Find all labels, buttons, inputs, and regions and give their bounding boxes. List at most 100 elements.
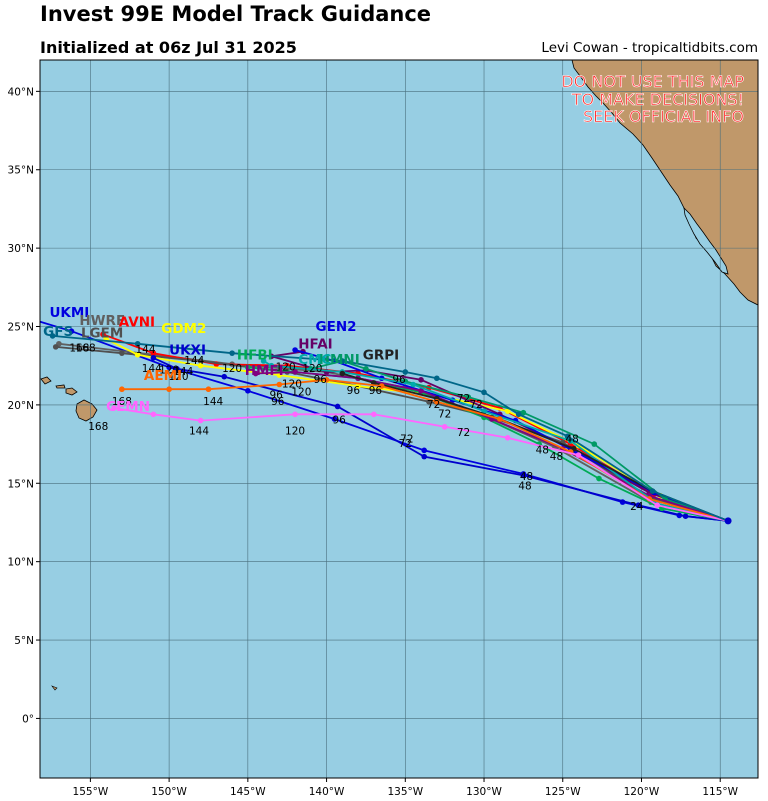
hour-label: 72 xyxy=(427,399,440,411)
track-point xyxy=(363,366,369,372)
hour-label: 144 xyxy=(142,363,162,375)
track-point xyxy=(481,389,487,396)
track-point xyxy=(119,386,125,393)
model-label-ukxi: UKXI xyxy=(169,343,206,359)
track-point xyxy=(649,488,656,494)
track-point xyxy=(339,358,346,364)
track-cemn xyxy=(113,407,729,522)
track-point xyxy=(654,502,661,509)
hour-label: 96 xyxy=(332,415,346,427)
lat-tick-label: 25°N xyxy=(8,322,34,334)
track-point xyxy=(134,340,141,347)
track-point xyxy=(323,377,330,383)
hour-label: 72 xyxy=(457,427,470,439)
track-point xyxy=(276,381,283,388)
warning-text: DO NOT USE THIS MAP TO MAKE DECISIONS! S… xyxy=(561,72,745,127)
hour-label: 144 xyxy=(135,344,155,356)
track-point xyxy=(134,351,141,358)
track-point xyxy=(100,331,106,338)
track-point xyxy=(504,408,511,414)
lat-tick-label: 20°N xyxy=(8,400,34,412)
hour-label: 96 xyxy=(347,385,361,397)
hour-label: 144 xyxy=(184,355,204,367)
track-point xyxy=(331,416,338,422)
track-point xyxy=(197,358,204,364)
track-point xyxy=(682,513,689,519)
lon-tick-label: 155°W xyxy=(73,786,109,798)
model-label-grpi: GRPI xyxy=(363,347,399,363)
storm-origin xyxy=(724,517,732,525)
track-point xyxy=(221,373,228,380)
lat-tick-label: 40°N xyxy=(8,86,34,98)
model-label-cmc: CMC xyxy=(298,352,331,368)
track-point xyxy=(252,370,259,377)
model-label-hmfi: HMFI xyxy=(245,363,284,379)
lat-tick-label: 30°N xyxy=(8,243,34,255)
credit: Levi Cowan - tropicaltidbits.com xyxy=(541,40,758,56)
lon-tick-label: 145°W xyxy=(230,786,266,798)
track-point xyxy=(402,369,409,375)
model-label-hmni: HMNI xyxy=(319,352,360,368)
track-point xyxy=(421,447,427,454)
track-point xyxy=(174,366,180,372)
model-label-gfs: GFS xyxy=(43,324,73,340)
track-lgem xyxy=(55,346,729,522)
hour-label: 168 xyxy=(112,396,132,408)
track-point xyxy=(52,344,59,350)
track-point xyxy=(371,411,377,418)
lon-tick-label: 115°W xyxy=(702,786,738,798)
hour-label: 96 xyxy=(369,385,383,397)
init-time: Initialized at 06z Jul 31 2025 xyxy=(40,38,297,57)
island-maui xyxy=(65,387,78,396)
track-point xyxy=(268,362,275,369)
model-label-avni: AVNI xyxy=(119,315,155,331)
lon-tick-label: 140°W xyxy=(309,786,345,798)
baja-peninsula xyxy=(683,206,729,275)
land-layer xyxy=(40,60,758,691)
track-point xyxy=(150,355,157,361)
island-big-island xyxy=(75,399,98,422)
track-point xyxy=(465,394,472,400)
island-molokai xyxy=(55,384,66,389)
lon-tick-label: 150°W xyxy=(151,786,187,798)
track-point xyxy=(166,386,172,393)
hour-label: 120 xyxy=(222,363,242,375)
hour-label: 48 xyxy=(518,481,531,493)
track-point xyxy=(410,381,416,388)
axis-ticks: 40°N 35°N 30°N 25°N 20°N 15°N 10°N 5°N 0° 155°W 15… xyxy=(8,86,739,798)
track-point xyxy=(378,383,385,389)
track-point xyxy=(355,383,361,389)
track-point xyxy=(564,433,571,440)
track-point xyxy=(111,405,117,411)
hour-label: 96 xyxy=(314,374,328,386)
hour-label: 168 xyxy=(69,343,89,355)
model-label-lgem: LGEM xyxy=(81,325,123,341)
hour-label: 72 xyxy=(457,393,470,405)
lat-tick-label: 15°N xyxy=(8,478,34,490)
hour-label: 120 xyxy=(302,363,322,375)
lon-tick-label: 125°W xyxy=(545,786,581,798)
map-title: Invest 99E Model Track Guidance xyxy=(40,2,432,26)
track-point xyxy=(441,424,448,430)
hour-label: 168 xyxy=(88,421,108,433)
island-small xyxy=(51,685,58,691)
hour-label: 24 xyxy=(630,501,644,513)
track-point xyxy=(197,362,204,369)
hour-label: 120 xyxy=(291,386,311,398)
track-point xyxy=(520,472,527,479)
track-point xyxy=(68,328,75,335)
model-label-hwrf: HWRF xyxy=(79,313,125,329)
track-point xyxy=(421,453,427,460)
track-point xyxy=(260,358,267,364)
hour-label: 120 xyxy=(159,365,179,377)
track-point xyxy=(292,369,298,375)
hour-label: 96 xyxy=(392,374,406,386)
track-point xyxy=(276,372,283,378)
model-label-gen2: GEN2 xyxy=(316,319,357,335)
lon-tick-label: 135°W xyxy=(387,786,423,798)
track-lines xyxy=(40,320,732,525)
track-point xyxy=(245,364,251,371)
warning-line-1: DO NOT USE THIS MAP xyxy=(561,72,744,91)
hour-label: 48 xyxy=(566,434,579,446)
